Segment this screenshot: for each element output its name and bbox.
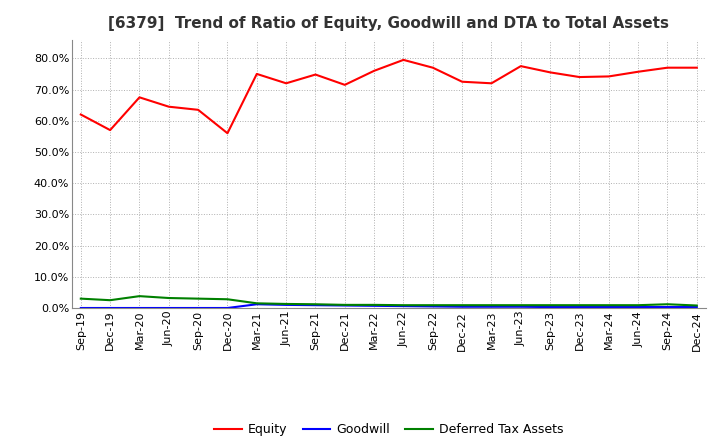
- Equity: [458, 79, 467, 84]
- Equity: [487, 81, 496, 86]
- Deferred Tax Assets: [341, 302, 349, 308]
- Deferred Tax Assets: [76, 296, 85, 301]
- Goodwill: [76, 305, 85, 311]
- Equity: [663, 65, 672, 70]
- Deferred Tax Assets: [223, 297, 232, 302]
- Goodwill: [370, 303, 379, 308]
- Goodwill: [253, 301, 261, 307]
- Equity: [546, 70, 554, 75]
- Goodwill: [194, 305, 202, 311]
- Equity: [135, 95, 144, 100]
- Goodwill: [428, 304, 437, 309]
- Deferred Tax Assets: [106, 297, 114, 303]
- Equity: [605, 74, 613, 79]
- Goodwill: [282, 302, 290, 308]
- Equity: [76, 112, 85, 117]
- Line: Deferred Tax Assets: Deferred Tax Assets: [81, 296, 697, 305]
- Goodwill: [341, 303, 349, 308]
- Deferred Tax Assets: [546, 303, 554, 308]
- Goodwill: [458, 304, 467, 309]
- Goodwill: [605, 304, 613, 310]
- Equity: [428, 65, 437, 70]
- Deferred Tax Assets: [194, 296, 202, 301]
- Title: [6379]  Trend of Ratio of Equity, Goodwill and DTA to Total Assets: [6379] Trend of Ratio of Equity, Goodwil…: [108, 16, 670, 32]
- Equity: [693, 65, 701, 70]
- Equity: [516, 63, 525, 69]
- Deferred Tax Assets: [575, 303, 584, 308]
- Equity: [341, 82, 349, 88]
- Equity: [194, 107, 202, 113]
- Deferred Tax Assets: [282, 301, 290, 307]
- Goodwill: [693, 304, 701, 310]
- Equity: [634, 69, 642, 74]
- Goodwill: [399, 304, 408, 309]
- Deferred Tax Assets: [458, 303, 467, 308]
- Goodwill: [546, 304, 554, 310]
- Goodwill: [311, 303, 320, 308]
- Equity: [223, 131, 232, 136]
- Equity: [282, 81, 290, 86]
- Goodwill: [634, 304, 642, 310]
- Deferred Tax Assets: [634, 303, 642, 308]
- Goodwill: [135, 305, 144, 311]
- Deferred Tax Assets: [605, 303, 613, 308]
- Equity: [370, 68, 379, 73]
- Deferred Tax Assets: [428, 303, 437, 308]
- Goodwill: [516, 304, 525, 309]
- Deferred Tax Assets: [399, 303, 408, 308]
- Goodwill: [575, 304, 584, 310]
- Equity: [399, 57, 408, 62]
- Equity: [253, 71, 261, 77]
- Deferred Tax Assets: [370, 302, 379, 308]
- Equity: [164, 104, 173, 109]
- Goodwill: [106, 305, 114, 311]
- Deferred Tax Assets: [135, 293, 144, 299]
- Deferred Tax Assets: [487, 303, 496, 308]
- Deferred Tax Assets: [516, 303, 525, 308]
- Deferred Tax Assets: [693, 303, 701, 308]
- Legend: Equity, Goodwill, Deferred Tax Assets: Equity, Goodwill, Deferred Tax Assets: [210, 418, 568, 440]
- Deferred Tax Assets: [164, 295, 173, 301]
- Line: Goodwill: Goodwill: [81, 304, 697, 308]
- Goodwill: [164, 305, 173, 311]
- Goodwill: [223, 305, 232, 311]
- Line: Equity: Equity: [81, 60, 697, 133]
- Equity: [106, 128, 114, 133]
- Goodwill: [487, 304, 496, 309]
- Equity: [311, 72, 320, 77]
- Goodwill: [663, 304, 672, 310]
- Equity: [575, 74, 584, 80]
- Deferred Tax Assets: [311, 301, 320, 307]
- Deferred Tax Assets: [253, 301, 261, 306]
- Deferred Tax Assets: [663, 301, 672, 307]
